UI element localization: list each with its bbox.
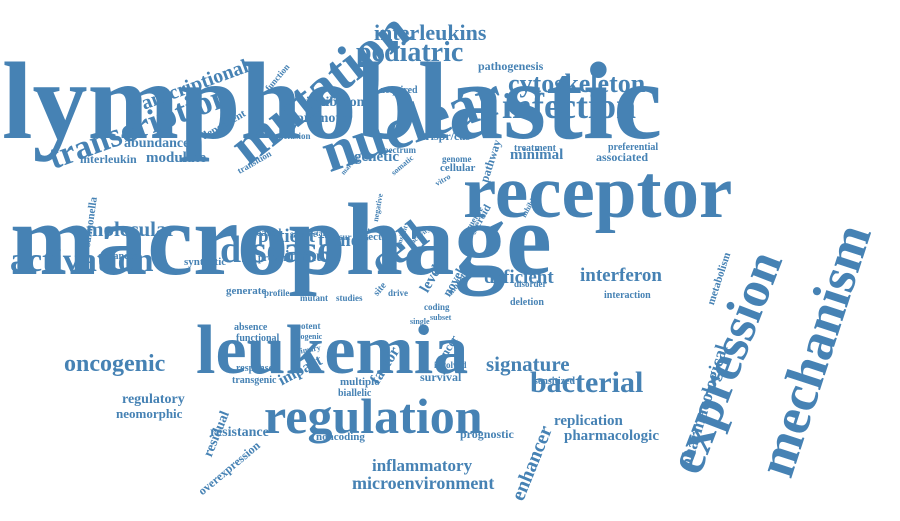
word-molecular: molecular [86, 216, 176, 241]
word-generate: generate [226, 284, 267, 297]
word-sample: sample [290, 228, 317, 239]
word-acquired: acquired [380, 84, 418, 96]
word-target: target [316, 229, 337, 239]
word-spectrum: spectrum [380, 144, 416, 155]
word-survival: survival [420, 370, 462, 385]
word-genetic: genetic [354, 148, 399, 165]
word-crispr: crispr/cas [420, 129, 470, 144]
word-biallelic: biallelic [338, 387, 372, 399]
word-deficient: deficient [484, 267, 554, 289]
word-minimal: minimal [510, 146, 564, 163]
word-sensitized: sensitized [534, 375, 576, 387]
word-neomorphic: neomorphic [116, 406, 183, 422]
word-interleukin: interleukin [80, 152, 137, 167]
word-abundance: abundance [124, 135, 190, 151]
word-macrophage: macrophage [10, 182, 552, 297]
word-effect: effect [356, 230, 382, 243]
word-interferon: interferon [580, 265, 662, 287]
word-occur: occur [330, 231, 352, 242]
word-prognostic: prognostic [460, 427, 514, 442]
word-interleukins: interleukins [374, 19, 487, 45]
word-mutant: mutant [300, 292, 329, 303]
word-promoter: promoter [296, 110, 353, 126]
word-cytoskeleton: cytoskeleton [508, 68, 646, 98]
word-preferential: preferential [608, 141, 659, 153]
word-disease: disease [220, 228, 334, 271]
word-potent: potent [296, 320, 321, 331]
word-cellular: cellular [440, 161, 476, 174]
word-multiple: multiple [340, 375, 380, 388]
word-tumor: tumor [318, 230, 369, 252]
word-response: response [236, 362, 274, 374]
word-inhibition: inhibition [306, 94, 365, 110]
word-limit: limit [354, 226, 370, 236]
word-treated: treated [248, 226, 282, 239]
word-microenvironment: microenvironment [352, 473, 495, 494]
word-genome: genome [442, 153, 472, 164]
word-noncoding: noncoding [316, 430, 365, 443]
word-replication: replication [554, 412, 623, 429]
word-treatment: treatment [514, 142, 557, 154]
word-interaction: interaction [604, 289, 651, 301]
word-regulation: regulation [264, 388, 483, 444]
word-single: single [410, 317, 430, 327]
word-oncogenic: oncogenic [64, 351, 166, 378]
word-enhancer: enhancer [507, 422, 558, 504]
word-infection: infection [502, 86, 636, 127]
word-coding: coding [424, 301, 450, 312]
word-pediatric: pediatric [356, 37, 464, 69]
word-inflammatory: inflammatory [372, 456, 473, 476]
word-resistance: resistance [210, 424, 269, 440]
word-conclusion: conclusion [270, 130, 311, 141]
word-associated: associated [596, 150, 648, 165]
word-pharmacologic: pharmacologic [564, 427, 659, 444]
word-enhanced: enhanced [98, 250, 139, 262]
word-functional: functional [236, 332, 280, 344]
word-protein: protein [258, 252, 289, 264]
word-subset: subset [430, 313, 452, 323]
word-synthetic: synthetic [184, 255, 227, 268]
word-immune: immune [285, 247, 341, 265]
word-regulatory: regulatory [122, 391, 185, 407]
word-modulate: modulate [146, 149, 206, 166]
word-profile: profile [264, 287, 290, 298]
word-receptor: receptor [463, 150, 733, 234]
word-signature: signature [486, 351, 570, 376]
word-deletion: deletion [510, 296, 544, 308]
word-lymphoblastic: lymphoblastic [2, 39, 663, 162]
word-pathogenesis: pathogenesis [478, 59, 544, 74]
word-leukemia: leukemia [196, 311, 469, 389]
word-transgenic: transgenic [232, 374, 277, 386]
word-drive: drive [388, 287, 408, 298]
word-patient: patient [258, 226, 315, 248]
word-activation: activation [10, 242, 154, 280]
word-disorder: disorder [514, 278, 547, 289]
word-bacterial: bacterial [530, 366, 644, 400]
word-studies: studies [336, 292, 363, 303]
word-absence: absence [234, 321, 268, 333]
word-involved: involved [434, 359, 467, 370]
word-bogenic: bogenic [296, 332, 323, 342]
